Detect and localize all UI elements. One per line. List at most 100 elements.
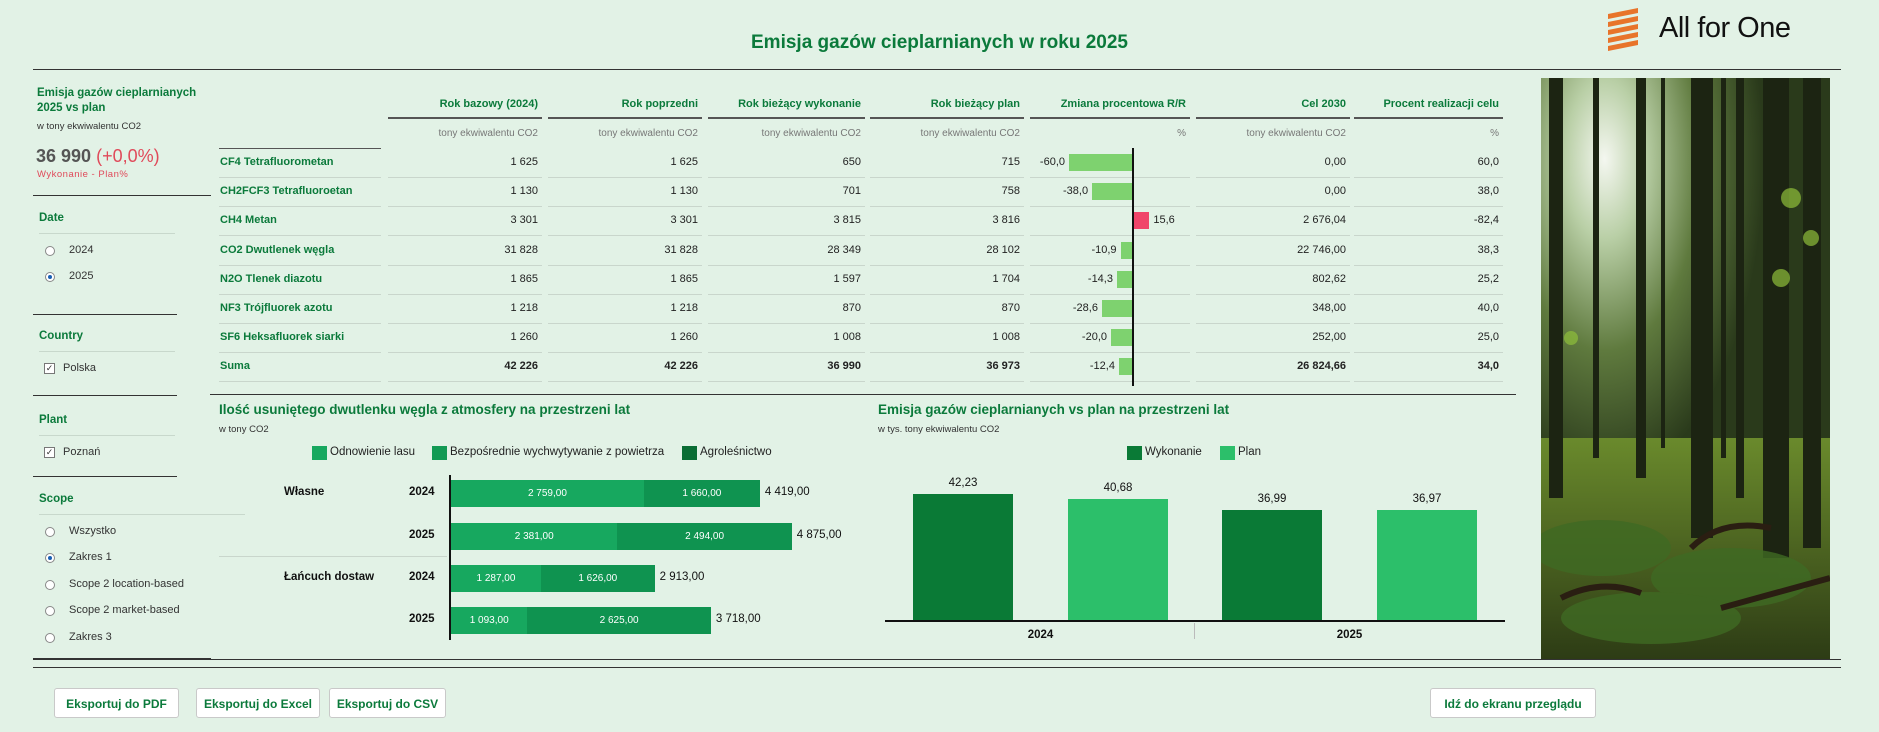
page-title: Emisja gazów cieplarnianych w roku 2025 [751, 32, 1128, 53]
date-radio-2024[interactable] [45, 246, 55, 256]
kpi-label: Wykonanie - Plan% [37, 169, 129, 180]
row-divider [1196, 323, 1350, 324]
table-cell-pct: 34,0 [1477, 360, 1499, 373]
table-cell-base: 1 130 [510, 185, 538, 198]
scope-radio-all[interactable] [45, 527, 55, 537]
row-divider [1030, 293, 1190, 295]
row-divider [1196, 177, 1350, 178]
kpi-title: Emisja gazów cieplarnianych 2025 vs plan [37, 87, 197, 114]
stacked-bar-segment: 2 494,00 [617, 523, 792, 550]
row-divider [1196, 381, 1350, 383]
col-header-base: Rok bazowy (2024) [439, 98, 538, 110]
table-row-label: N2O Tlenek diazotu [220, 272, 323, 285]
plant-option-poznan[interactable]: Poznań [63, 446, 101, 458]
overview-button[interactable]: Idź do ekranu przeglądu [1430, 688, 1596, 718]
stacked-bar-segment: 2 381,00 [451, 523, 618, 550]
change-bar-negative [1069, 154, 1132, 171]
legend-label: Wykonanie [1145, 446, 1202, 458]
col-unit-base: tony ekwiwalentu CO2 [438, 128, 539, 139]
row-divider [1030, 352, 1190, 354]
table-cell-target: 252,00 [1312, 331, 1346, 344]
row-divider [870, 235, 1024, 237]
row-divider [1354, 352, 1503, 354]
scope-radio-2-location[interactable] [45, 580, 55, 590]
export-pdf-button[interactable]: Eksportuj do PDF [54, 688, 179, 718]
kpi-unit: w tony ekwiwalentu CO2 [37, 121, 142, 132]
table-row-label: CH4 Metan [220, 214, 277, 227]
row-divider [708, 381, 865, 383]
row-divider [548, 323, 702, 324]
x-axis-separator [1194, 623, 1195, 639]
country-filter-title: Country [39, 330, 84, 342]
scope-option-2-location[interactable]: Scope 2 location-based [69, 578, 184, 590]
table-cell-actual: 36 990 [827, 360, 861, 373]
row-divider [870, 352, 1024, 354]
col-unit-change: % [1177, 128, 1186, 139]
table-cell-target: 22 746,00 [1297, 243, 1346, 256]
change-value: -28,6 [1072, 302, 1098, 314]
table-row-label: NF3 Trójfluorek azotu [220, 302, 333, 314]
scope-option-1[interactable]: Zakres 1 [69, 551, 112, 563]
x-axis-label: 2025 [1336, 629, 1363, 641]
col-unit-plan: tony ekwiwalentu CO2 [920, 128, 1021, 139]
row-divider [1354, 235, 1503, 237]
table-row-label: Suma [220, 360, 250, 373]
date-radio-2025[interactable] [45, 272, 55, 282]
scope-sep [39, 514, 245, 515]
row-divider [219, 352, 381, 354]
scope-radio-3[interactable] [45, 633, 55, 643]
legend-swatch [682, 446, 697, 460]
row-divider [388, 264, 542, 266]
sidebar-divider [33, 476, 177, 477]
col-underline [708, 117, 865, 119]
scope-option-3[interactable]: Zakres 3 [69, 631, 112, 643]
change-bar-negative [1092, 183, 1132, 201]
country-checkbox[interactable]: ✓ [44, 363, 55, 374]
date-option-2025[interactable]: 2025 [69, 270, 94, 282]
scope-option-all[interactable]: Wszystko [69, 525, 117, 537]
column-bar [1222, 509, 1322, 620]
row-divider [1030, 264, 1190, 266]
sidebar-divider [33, 395, 177, 396]
sidebar-divider [33, 314, 177, 315]
row-divider [219, 235, 381, 237]
row-divider [708, 264, 865, 266]
export-csv-button[interactable]: Eksportuj do CSV [329, 688, 446, 718]
scope-radio-2-market[interactable] [45, 606, 55, 616]
row-divider [1030, 235, 1190, 237]
plant-checkbox[interactable]: ✓ [44, 447, 55, 458]
table-cell-base: 3 301 [510, 214, 538, 227]
scope-option-2-market[interactable]: Scope 2 market-based [69, 604, 180, 616]
export-excel-button[interactable]: Eksportuj do Excel [196, 688, 320, 718]
table-cell-prev: 1 625 [670, 156, 698, 168]
table-cell-base: 42 226 [504, 360, 538, 373]
category-label: 2024 [409, 486, 435, 498]
country-option-polska[interactable]: Polska [63, 362, 97, 374]
date-option-2024[interactable]: 2024 [69, 244, 94, 256]
bar-total-label: 4 875,00 [796, 529, 842, 541]
row-divider [548, 235, 702, 237]
table-bottom-divider [210, 394, 1516, 395]
table-cell-prev: 1 865 [670, 272, 698, 285]
table-cell-base: 1 218 [510, 302, 538, 314]
x-axis-label: 2024 [1027, 629, 1054, 641]
table-cell-pct: 60,0 [1477, 156, 1499, 168]
row-divider [708, 177, 865, 178]
column-value-label: 36,99 [1257, 492, 1287, 505]
table-cell-prev: 3 301 [670, 214, 698, 227]
stacked-bar-segment: 1 626,00 [540, 565, 655, 592]
header-divider [33, 69, 1841, 70]
scope-radio-1[interactable] [45, 553, 55, 563]
table-cell-base: 1 260 [510, 331, 538, 344]
table-cell-actual: 3 815 [833, 214, 861, 227]
col-header-actual: Rok bieżący wykonanie [738, 98, 861, 110]
row-divider [388, 177, 542, 178]
row-divider [1196, 352, 1350, 354]
col-unit-actual: tony ekwiwalentu CO2 [761, 128, 862, 139]
col-underline [548, 117, 702, 119]
table-cell-pct: 25,2 [1477, 272, 1499, 285]
column-value-label: 42,23 [948, 477, 978, 490]
legend-swatch [1127, 446, 1142, 460]
table-cell-prev: 1 218 [670, 302, 698, 314]
legend-label: Bezpośrednie wychwytywanie z powietrza [450, 446, 665, 458]
